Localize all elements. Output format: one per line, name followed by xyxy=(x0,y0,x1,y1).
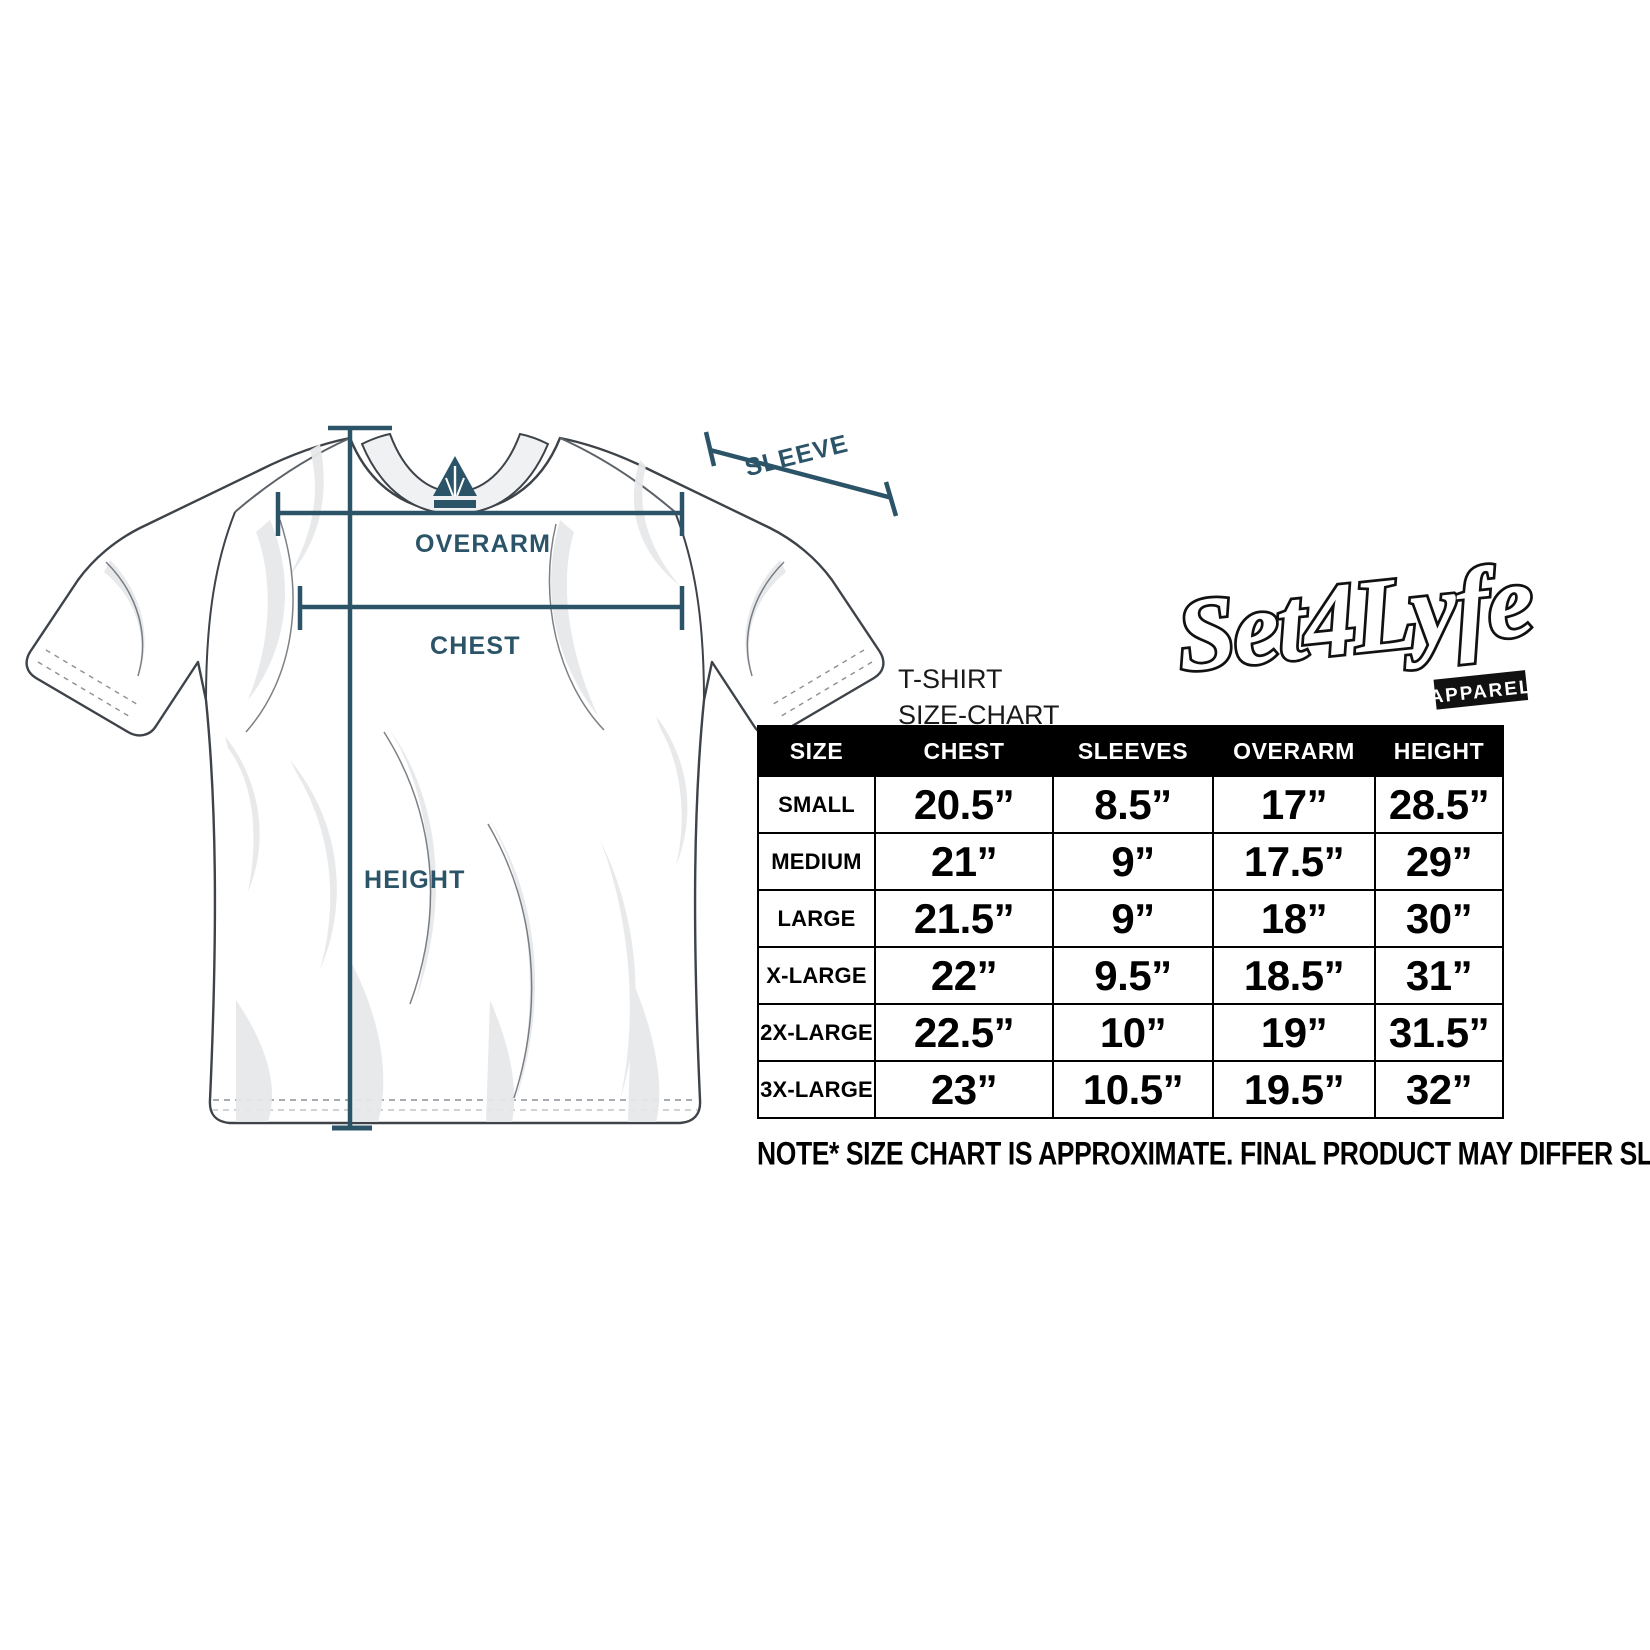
column-header-overarm: OVERARM xyxy=(1212,725,1376,777)
cell-overarm: 19.5” xyxy=(1212,1060,1376,1119)
cell-height: 31” xyxy=(1374,946,1504,1005)
cell-height: 31.5” xyxy=(1374,1003,1504,1062)
column-header-sleeves: SLEEVES xyxy=(1052,725,1214,777)
table-row: MEDIUM 21” 9” 17.5” 29” xyxy=(757,832,1504,891)
sleeve-line xyxy=(709,447,893,501)
cell-height: 32” xyxy=(1374,1060,1504,1119)
table-row: X-LARGE 22” 9.5” 18.5” 31” xyxy=(757,946,1504,1005)
brand-wordmark: Set4Lyfe xyxy=(1171,542,1537,694)
cell-chest: 22” xyxy=(874,946,1054,1005)
size-chart-table: SIZE CHEST SLEEVES OVERARM HEIGHT SMALL … xyxy=(757,725,1504,1119)
cell-size: SMALL xyxy=(757,775,876,834)
cell-size: 3X-LARGE xyxy=(757,1060,876,1119)
page-title: T-SHIRT SIZE-CHART xyxy=(898,664,1060,730)
column-header-chest: CHEST xyxy=(874,725,1054,777)
cell-height: 28.5” xyxy=(1374,775,1504,834)
cell-chest: 21” xyxy=(874,832,1054,891)
table-header-row: SIZE CHEST SLEEVES OVERARM HEIGHT xyxy=(757,725,1504,777)
chest-label: CHEST xyxy=(430,632,521,660)
cell-size: 2X-LARGE xyxy=(757,1003,876,1062)
size-chart-table-container: SIZE CHEST SLEEVES OVERARM HEIGHT SMALL … xyxy=(757,725,1504,1119)
cell-overarm: 17” xyxy=(1212,775,1376,834)
tshirt-illustration xyxy=(20,400,920,1190)
cell-sleeves: 9” xyxy=(1052,832,1214,891)
table-row: 2X-LARGE 22.5” 10” 19” 31.5” xyxy=(757,1003,1504,1062)
fabric-shading xyxy=(104,444,786,1122)
cell-height: 30” xyxy=(1374,889,1504,948)
cell-sleeves: 10.5” xyxy=(1052,1060,1214,1119)
cell-sleeves: 9” xyxy=(1052,889,1214,948)
height-label: HEIGHT xyxy=(364,866,466,894)
column-header-size: SIZE xyxy=(757,725,876,777)
cell-overarm: 18” xyxy=(1212,889,1376,948)
disclaimer-note: NOTE* SIZE CHART IS APPROXIMATE. FINAL P… xyxy=(757,1135,1650,1172)
cell-overarm: 17.5” xyxy=(1212,832,1376,891)
cell-chest: 21.5” xyxy=(874,889,1054,948)
cell-size: X-LARGE xyxy=(757,946,876,1005)
cell-overarm: 19” xyxy=(1212,1003,1376,1062)
cell-height: 29” xyxy=(1374,832,1504,891)
cell-size: MEDIUM xyxy=(757,832,876,891)
cell-overarm: 18.5” xyxy=(1212,946,1376,1005)
table-row: 3X-LARGE 23” 10.5” 19.5” 32” xyxy=(757,1060,1504,1119)
cell-chest: 20.5” xyxy=(874,775,1054,834)
overarm-label: OVERARM xyxy=(415,530,552,558)
table-row: SMALL 20.5” 8.5” 17” 28.5” xyxy=(757,775,1504,834)
fabric-creases xyxy=(105,519,785,1099)
cell-sleeves: 9.5” xyxy=(1052,946,1214,1005)
brand-logo: Set4Lyfe APPAREL xyxy=(1160,535,1540,735)
cell-size: LARGE xyxy=(757,889,876,948)
cell-sleeves: 10” xyxy=(1052,1003,1214,1062)
cell-chest: 22.5” xyxy=(874,1003,1054,1062)
measurement-guides xyxy=(275,425,899,1131)
column-header-height: HEIGHT xyxy=(1374,725,1504,777)
cell-chest: 23” xyxy=(874,1060,1054,1119)
cell-sleeves: 8.5” xyxy=(1052,775,1214,834)
neck-tag-logo xyxy=(433,456,477,508)
table-row: LARGE 21.5” 9” 18” 30” xyxy=(757,889,1504,948)
